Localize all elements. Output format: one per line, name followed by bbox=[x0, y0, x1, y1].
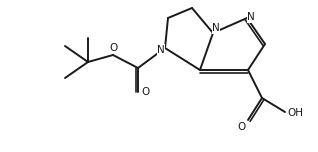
Text: N: N bbox=[212, 23, 220, 33]
Text: OH: OH bbox=[287, 108, 303, 118]
Text: O: O bbox=[238, 122, 246, 132]
Text: N: N bbox=[157, 45, 165, 55]
Text: O: O bbox=[142, 87, 150, 97]
Text: N: N bbox=[247, 12, 255, 22]
Text: O: O bbox=[110, 43, 118, 53]
